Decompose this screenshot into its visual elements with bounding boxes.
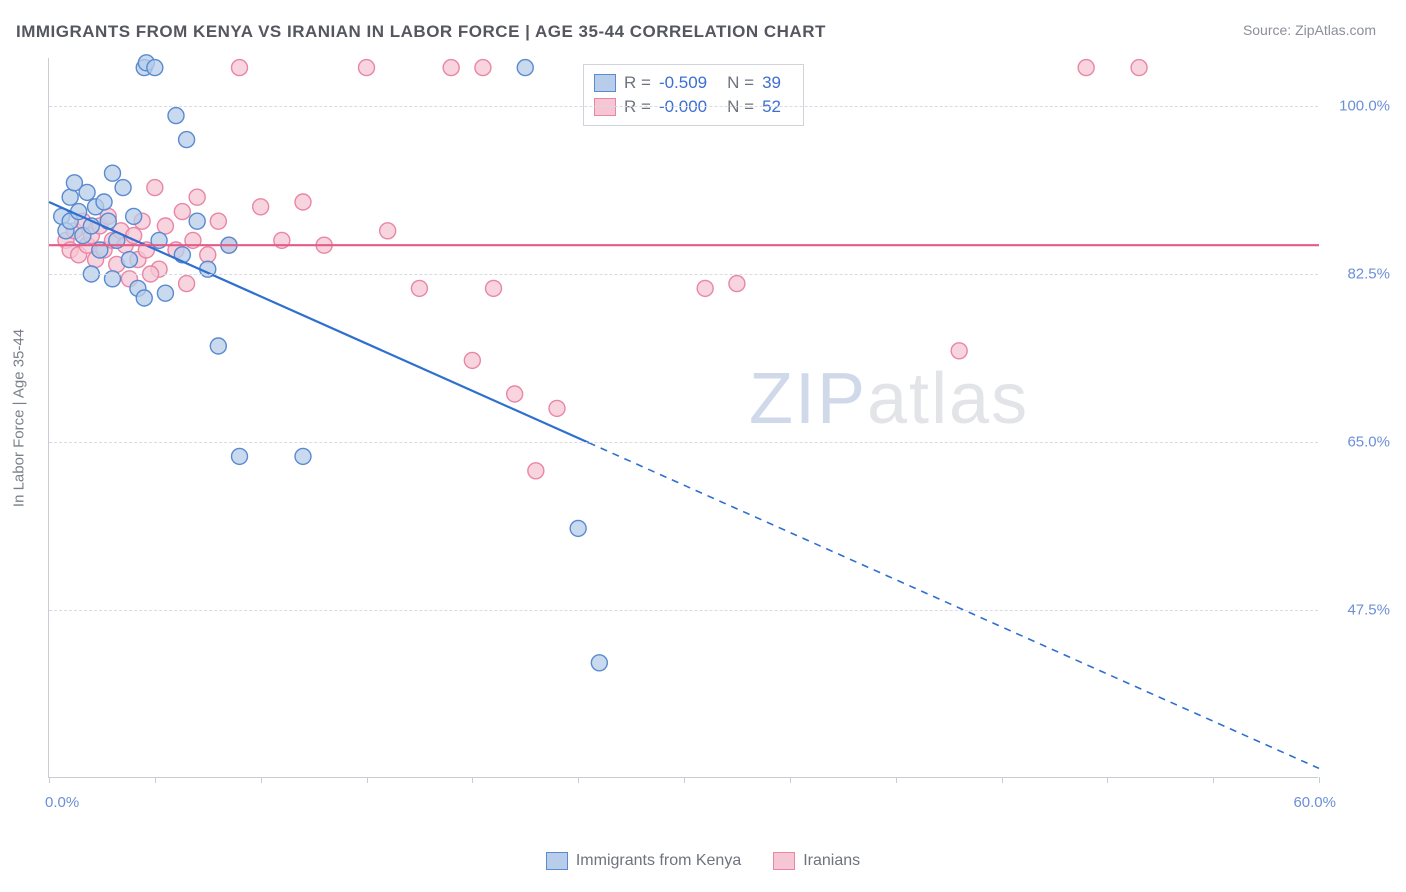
scatter-point	[157, 285, 173, 301]
legend-item-kenya: Immigrants from Kenya	[546, 852, 741, 870]
y-tick-label: 47.5%	[1326, 602, 1390, 619]
gridline-h	[49, 610, 1318, 611]
x-tick-mark	[155, 777, 156, 783]
plot-area: In Labor Force | Age 35-44 ZIPatlas R =-…	[48, 58, 1318, 778]
scatter-point	[232, 60, 248, 76]
r-label: R =	[624, 97, 651, 117]
legend-swatch	[594, 98, 616, 116]
legend-swatch-iranians	[773, 852, 795, 870]
x-tick-mark	[684, 777, 685, 783]
x-tick-mark	[1002, 777, 1003, 783]
scatter-point	[147, 60, 163, 76]
legend-label-kenya: Immigrants from Kenya	[576, 852, 741, 870]
r-value: -0.509	[659, 73, 707, 93]
scatter-point	[443, 60, 459, 76]
chart-source: Source: ZipAtlas.com	[1243, 22, 1376, 38]
scatter-point	[464, 352, 480, 368]
x-tick-mark	[49, 777, 50, 783]
series-legend: Immigrants from Kenya Iranians	[0, 852, 1406, 870]
correlation-legend: R = -0.509 N = 39 R = -0.000 N = 52	[583, 64, 804, 126]
y-tick-label: 82.5%	[1326, 266, 1390, 283]
scatter-point	[549, 400, 565, 416]
scatter-point	[168, 108, 184, 124]
scatter-point	[359, 60, 375, 76]
trend-line-solid	[49, 202, 589, 443]
n-label: N =	[727, 73, 754, 93]
scatter-point	[507, 386, 523, 402]
x-min-label: 0.0%	[45, 794, 79, 811]
n-value: 52	[762, 97, 781, 117]
legend-swatch-kenya	[546, 852, 568, 870]
scatter-point	[232, 448, 248, 464]
scatter-point	[210, 338, 226, 354]
scatter-point	[179, 132, 195, 148]
scatter-point	[528, 463, 544, 479]
scatter-point	[189, 189, 205, 205]
legend-stat-row: R = -0.509 N = 39	[594, 71, 793, 95]
scatter-point	[951, 343, 967, 359]
y-axis-title: In Labor Force | Age 35-44	[11, 328, 28, 506]
scatter-point	[157, 218, 173, 234]
n-label: N =	[727, 97, 754, 117]
x-tick-mark	[1319, 777, 1320, 783]
scatter-point	[200, 247, 216, 263]
chart-header: IMMIGRANTS FROM KENYA VS IRANIAN IN LABO…	[0, 0, 1406, 52]
scatter-point	[517, 60, 533, 76]
x-tick-mark	[896, 777, 897, 783]
scatter-point	[179, 276, 195, 292]
trend-line-dashed	[589, 443, 1319, 769]
x-tick-mark	[790, 777, 791, 783]
scatter-point	[295, 194, 311, 210]
scatter-point	[105, 165, 121, 181]
scatter-point	[1078, 60, 1094, 76]
scatter-point	[697, 280, 713, 296]
scatter-point	[210, 213, 226, 229]
scatter-point	[79, 184, 95, 200]
legend-swatch	[594, 74, 616, 92]
source-name: ZipAtlas.com	[1295, 22, 1376, 38]
y-tick-label: 65.0%	[1326, 434, 1390, 451]
scatter-point	[1131, 60, 1147, 76]
x-tick-mark	[261, 777, 262, 783]
scatter-point	[411, 280, 427, 296]
x-tick-mark	[578, 777, 579, 783]
x-tick-mark	[1213, 777, 1214, 783]
gridline-h	[49, 106, 1318, 107]
legend-stat-row: R = -0.000 N = 52	[594, 95, 793, 119]
scatter-point	[380, 223, 396, 239]
chart-title: IMMIGRANTS FROM KENYA VS IRANIAN IN LABO…	[16, 22, 826, 42]
r-label: R =	[624, 73, 651, 93]
x-max-label: 60.0%	[1293, 794, 1336, 811]
scatter-point	[126, 208, 142, 224]
gridline-h	[49, 442, 1318, 443]
scatter-point	[295, 448, 311, 464]
scatter-point	[729, 276, 745, 292]
x-tick-mark	[367, 777, 368, 783]
scatter-point	[189, 213, 205, 229]
x-tick-mark	[1107, 777, 1108, 783]
n-value: 39	[762, 73, 781, 93]
x-tick-mark	[472, 777, 473, 783]
source-prefix: Source:	[1243, 22, 1295, 38]
scatter-point	[486, 280, 502, 296]
scatter-point	[174, 204, 190, 220]
scatter-point	[62, 189, 78, 205]
scatter-point	[115, 180, 131, 196]
scatter-point	[136, 290, 152, 306]
scatter-point	[147, 180, 163, 196]
scatter-point	[591, 655, 607, 671]
r-value: -0.000	[659, 97, 707, 117]
scatter-point	[96, 194, 112, 210]
y-tick-label: 100.0%	[1326, 98, 1390, 115]
scatter-point	[253, 199, 269, 215]
legend-item-iranians: Iranians	[773, 852, 860, 870]
legend-label-iranians: Iranians	[803, 852, 860, 870]
scatter-point	[121, 252, 137, 268]
gridline-h	[49, 274, 1318, 275]
scatter-point	[570, 520, 586, 536]
scatter-svg	[49, 58, 1318, 777]
scatter-point	[475, 60, 491, 76]
